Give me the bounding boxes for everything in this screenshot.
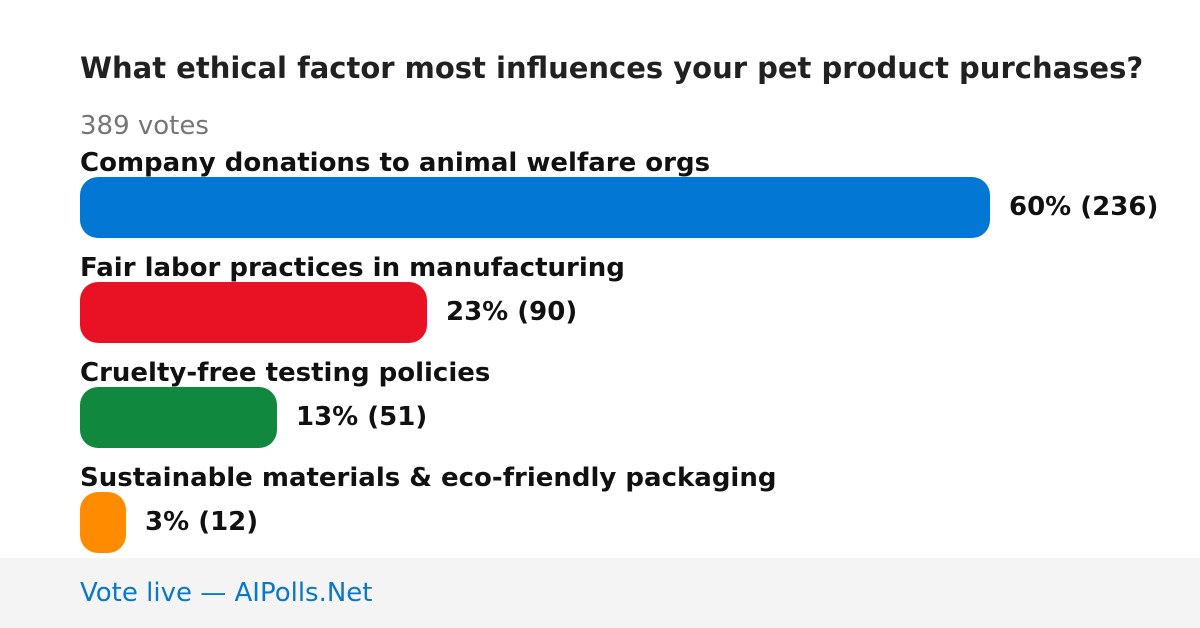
option-value-label: 3% (12) xyxy=(145,507,259,537)
poll-option: Cruelty-free testing policies 13% (51) xyxy=(80,355,1200,460)
poll-question: What ethical factor most influences your… xyxy=(80,51,1144,85)
option-label: Sustainable materials & eco-friendly pac… xyxy=(80,463,777,493)
option-bar xyxy=(80,387,277,448)
vote-count: 389 votes xyxy=(80,111,209,141)
footer-bar: Vote live — AIPolls.Net xyxy=(0,558,1200,628)
option-value-label: 23% (90) xyxy=(446,297,578,327)
option-value-label: 13% (51) xyxy=(296,402,428,432)
option-bar xyxy=(80,492,126,553)
option-value-label: 60% (236) xyxy=(1009,192,1159,222)
vote-live-link[interactable]: Vote live — AIPolls.Net xyxy=(80,578,373,608)
poll-option: Fair labor practices in manufacturing 23… xyxy=(80,250,1200,355)
option-bar xyxy=(80,177,990,238)
option-bar xyxy=(80,282,427,343)
option-label: Cruelty-free testing policies xyxy=(80,358,491,388)
poll-option: Sustainable materials & eco-friendly pac… xyxy=(80,460,1200,565)
poll-option: Company donations to animal welfare orgs… xyxy=(80,145,1200,250)
option-label: Fair labor practices in manufacturing xyxy=(80,253,625,283)
option-label: Company donations to animal welfare orgs xyxy=(80,148,711,178)
